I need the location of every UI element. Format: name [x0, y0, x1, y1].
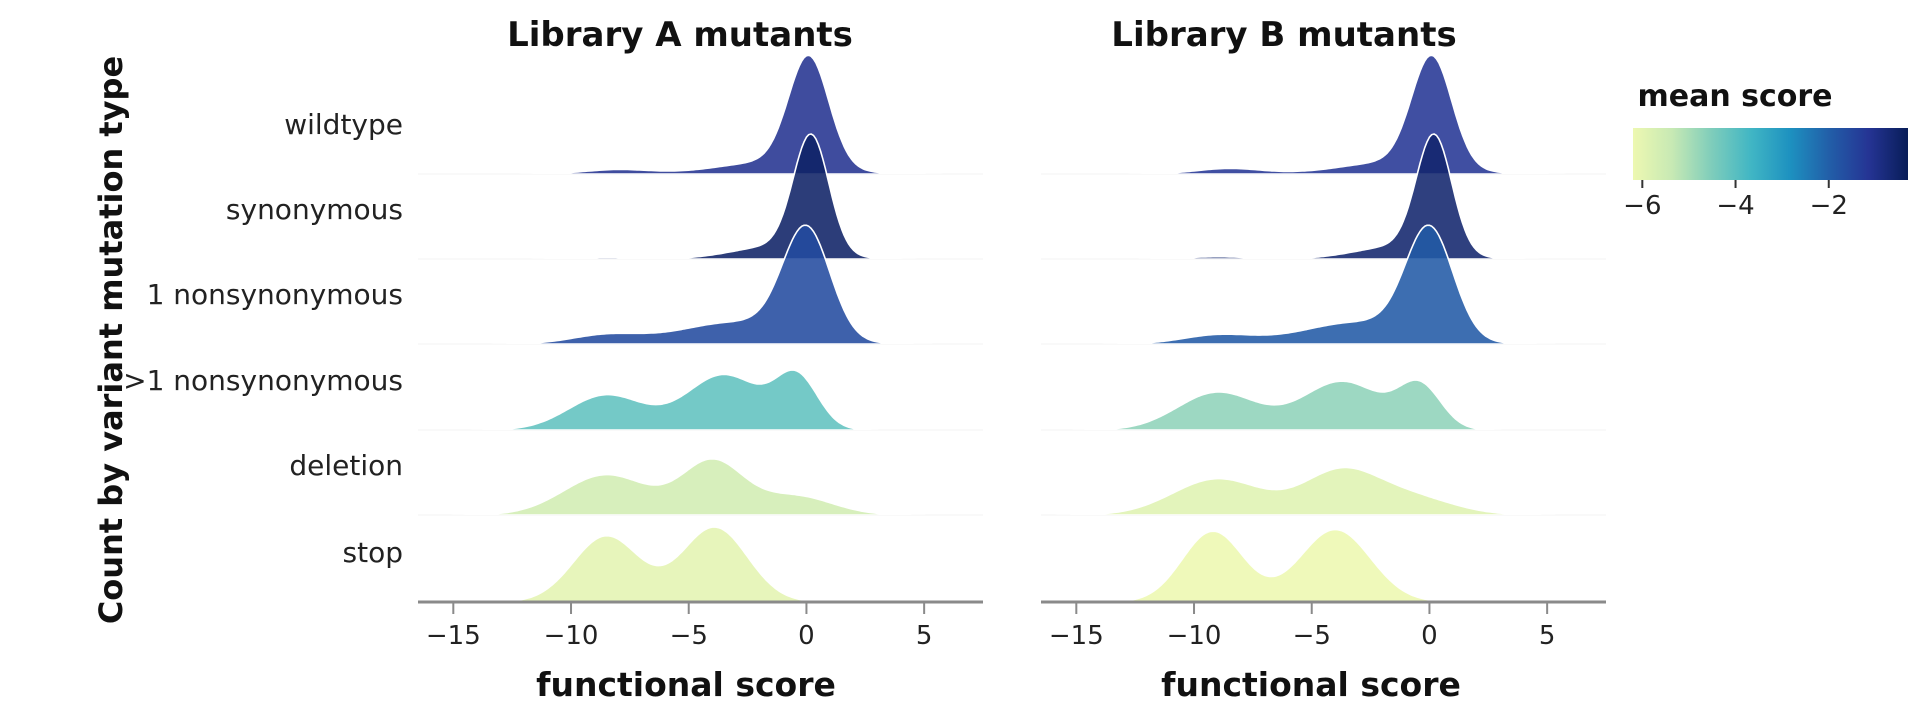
- category-label-stop: stop: [343, 536, 403, 569]
- x-tick-label: −10: [544, 621, 599, 651]
- x-axis-label-library-a: functional score: [536, 665, 836, 702]
- legend-colorbar: [1633, 128, 1908, 180]
- ridge-deletion: [417, 458, 984, 516]
- panel-library-b: Library B mutants functional score −15 −1…: [1040, 15, 1607, 702]
- x-tick-label: −5: [670, 621, 708, 651]
- y-axis-label: Count by variant mutation type: [92, 56, 130, 624]
- ridge-synonymous: [417, 133, 984, 260]
- x-axis: −15 −10 −5 0 5: [418, 600, 983, 651]
- category-labels: wildtype synonymous 1 nonsynonymous >1 nons…: [123, 108, 403, 569]
- x-tick-label: 0: [798, 621, 815, 651]
- ridge-stop: [1040, 528, 1607, 603]
- ridge-area-deletion: [417, 458, 984, 516]
- ridge-area-gt1-nonsynonymous: [417, 369, 984, 431]
- ridge-area-wildtype: [417, 54, 984, 175]
- legend-title: mean score: [1637, 79, 1832, 114]
- ridge-1-nonsynonymous: [417, 224, 984, 345]
- x-tick-label: −10: [1167, 621, 1222, 651]
- x-axis-label-library-b: functional score: [1161, 665, 1461, 702]
- category-label-deletion: deletion: [289, 449, 403, 482]
- ridge-gt1-nonsynonymous: [1040, 379, 1607, 431]
- legend-tick-label: −6: [1623, 191, 1661, 221]
- category-label-synonymous: synonymous: [226, 193, 403, 226]
- ridge-deletion: [1040, 466, 1607, 516]
- x-tick-label: 0: [1421, 621, 1438, 651]
- category-label-gt1-nonsynonymous: >1 nonsynonymous: [123, 364, 403, 397]
- category-label-wildtype: wildtype: [284, 108, 403, 141]
- ridge-wildtype: [417, 54, 984, 175]
- ridge-area-wildtype: [1040, 54, 1607, 175]
- x-tick-label: −5: [1293, 621, 1331, 651]
- color-legend: mean score −6 −4 −2: [1623, 79, 1908, 221]
- ridge-area-stop: [1040, 528, 1607, 603]
- x-tick-label: −15: [426, 621, 481, 651]
- ridge-area-1-nonsynonymous: [417, 224, 984, 345]
- panel-title-library-a: Library A mutants: [507, 15, 853, 55]
- x-axis: −15 −10 −5 0 5: [1041, 600, 1606, 651]
- legend-tick-label: −2: [1810, 191, 1848, 221]
- x-tick-label: 5: [916, 621, 933, 651]
- panel-title-library-b: Library B mutants: [1111, 15, 1456, 55]
- ridge-area-gt1-nonsynonymous: [1040, 379, 1607, 431]
- ridge-wildtype: [1040, 54, 1607, 175]
- ridge-area-stop: [417, 526, 984, 603]
- ridge-area-1-nonsynonymous: [1040, 224, 1607, 345]
- ridge-area-synonymous: [417, 133, 984, 260]
- category-label-1-nonsynonymous: 1 nonsynonymous: [147, 278, 403, 311]
- panel-library-a: Library A mutants functional score −15 −1…: [417, 15, 984, 702]
- ridge-area-synonymous: [1040, 133, 1607, 260]
- ridge-stop: [417, 526, 984, 603]
- ridge-area-deletion: [1040, 466, 1607, 516]
- ridge-gt1-nonsynonymous: [417, 369, 984, 431]
- ridge-synonymous: [1040, 133, 1607, 260]
- x-tick-label: 5: [1539, 621, 1556, 651]
- legend-tick-label: −4: [1716, 191, 1754, 221]
- ridge-1-nonsynonymous: [1040, 224, 1607, 345]
- x-tick-label: −15: [1049, 621, 1104, 651]
